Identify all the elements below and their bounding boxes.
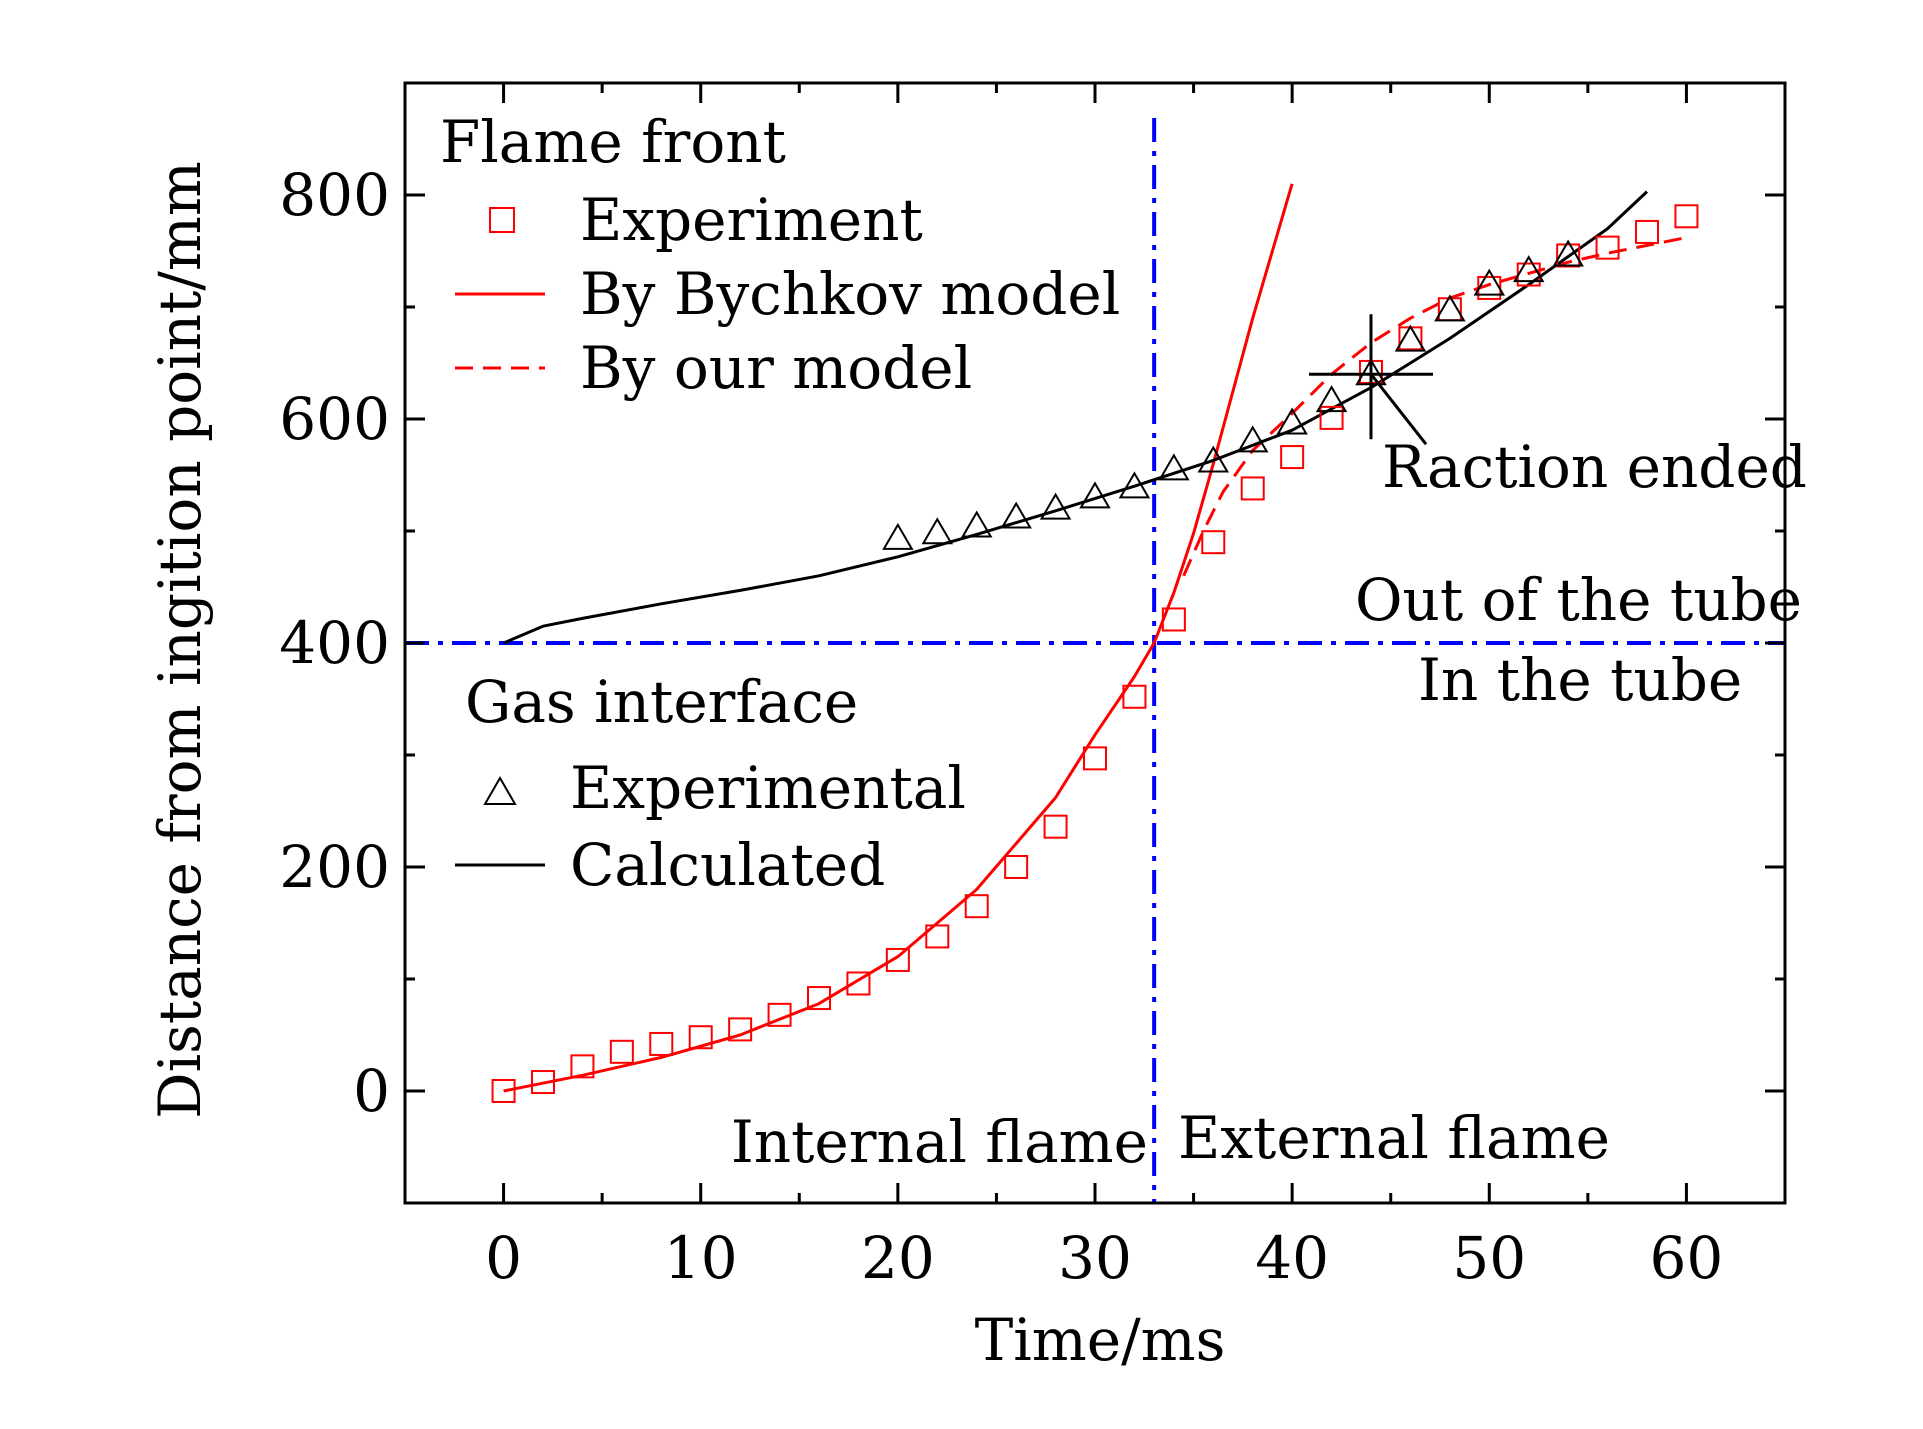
legend-bychkov-label: By Bychkov model bbox=[580, 260, 1120, 328]
x-tick-label: 50 bbox=[1452, 1224, 1526, 1292]
experimental-marker bbox=[1236, 425, 1269, 453]
reference-lines bbox=[405, 118, 1785, 1203]
legend-experiment-marker bbox=[489, 207, 515, 233]
experiment-marker bbox=[767, 1002, 792, 1027]
series-line-calculated bbox=[503, 190, 1649, 645]
experimental-marker bbox=[960, 510, 993, 538]
experimental-marker bbox=[1315, 385, 1348, 413]
experiment-marker bbox=[1635, 219, 1659, 244]
experimental-marker bbox=[1552, 239, 1584, 267]
experimental-marker bbox=[1039, 492, 1072, 520]
experiment-marker bbox=[1122, 684, 1147, 709]
experiment-marker bbox=[1674, 204, 1699, 229]
experiment-marker bbox=[649, 1031, 674, 1056]
y-tick-label: 800 bbox=[279, 161, 390, 229]
experiment-marker bbox=[1161, 607, 1186, 632]
legend-experiment-label: Experiment bbox=[580, 186, 923, 254]
x-axis-title: Time/ms bbox=[975, 1306, 1226, 1374]
x-tick-label: 0 bbox=[485, 1224, 522, 1292]
legend-ours-label: By our model bbox=[580, 334, 972, 402]
experiment-marker bbox=[1280, 445, 1305, 470]
experimental-marker bbox=[921, 517, 954, 545]
y-tick-label: 0 bbox=[353, 1057, 390, 1125]
experimental-marker bbox=[1512, 255, 1545, 283]
legend-calculated-label: Calculated bbox=[570, 831, 885, 899]
annotation-external-flame: External flame bbox=[1178, 1104, 1610, 1172]
experiment-marker bbox=[531, 1070, 555, 1095]
y-tick-label: 600 bbox=[279, 385, 390, 453]
experiment-marker bbox=[1240, 476, 1265, 501]
experiment-marker bbox=[1004, 855, 1029, 879]
experiment-marker bbox=[609, 1039, 634, 1064]
y-tick-label: 200 bbox=[279, 833, 390, 901]
experimental-marker bbox=[1118, 471, 1151, 499]
experimental-marker bbox=[1079, 481, 1111, 509]
legend-experimental-label: Experimental bbox=[570, 754, 966, 822]
x-tick-label: 30 bbox=[1058, 1224, 1132, 1292]
experiment-marker bbox=[1595, 235, 1620, 260]
experimental-marker bbox=[1158, 453, 1190, 481]
experiment-marker bbox=[1201, 530, 1226, 555]
legend-gas-interface: Gas interface Experimental Calculated bbox=[455, 668, 966, 899]
experimental-marker bbox=[1197, 445, 1230, 473]
experiment-marker bbox=[846, 971, 871, 996]
experiment-marker bbox=[688, 1025, 713, 1050]
experiment-marker bbox=[1043, 814, 1068, 839]
experiment-marker bbox=[491, 1079, 516, 1103]
annotation-out-of-tube: Out of the tube bbox=[1355, 566, 1802, 634]
annotation-reaction-ended: Raction ended bbox=[1382, 433, 1807, 501]
experimental-marker bbox=[1000, 501, 1032, 529]
experiment-marker bbox=[1319, 405, 1344, 430]
experiment-marker bbox=[925, 924, 950, 949]
annotation-leader-line bbox=[1369, 373, 1428, 446]
y-tick-label: 400 bbox=[279, 609, 390, 677]
annotation-in-tube: In the tube bbox=[1418, 646, 1742, 714]
series-lines bbox=[503, 183, 1687, 1093]
series-line-by-bychkov-model bbox=[503, 183, 1294, 1093]
legend-experimental-marker bbox=[483, 775, 517, 805]
legend-flame-front: Flame front Experiment By Bychkov model … bbox=[440, 108, 1120, 402]
legend-gas-title: Gas interface bbox=[465, 668, 858, 736]
x-tick-label: 40 bbox=[1255, 1224, 1329, 1292]
experiment-marker bbox=[570, 1054, 595, 1079]
x-tick-label: 60 bbox=[1650, 1224, 1724, 1292]
experiment-marker bbox=[728, 1017, 753, 1042]
experiment-marker bbox=[964, 894, 989, 919]
experimental-marker bbox=[1434, 294, 1466, 322]
series-line-by-our-model bbox=[1182, 236, 1687, 577]
x-tick-label: 10 bbox=[664, 1224, 738, 1292]
experimental-marker bbox=[1276, 407, 1308, 435]
x-tick-label: 20 bbox=[861, 1224, 935, 1292]
reaction-ended-crosshair bbox=[1309, 314, 1433, 446]
experiment-marker bbox=[807, 986, 831, 1011]
experiment-marker bbox=[1083, 746, 1107, 771]
experimental-marker bbox=[882, 522, 914, 550]
experimental-marker bbox=[1394, 324, 1427, 352]
experimental-marker bbox=[1473, 268, 1506, 296]
annotation-internal-flame: Internal flame bbox=[731, 1108, 1148, 1176]
y-axis-title: Distance from ingition point/mm bbox=[146, 161, 214, 1119]
experiment-marker bbox=[885, 947, 910, 972]
legend-flame-title: Flame front bbox=[440, 108, 786, 176]
